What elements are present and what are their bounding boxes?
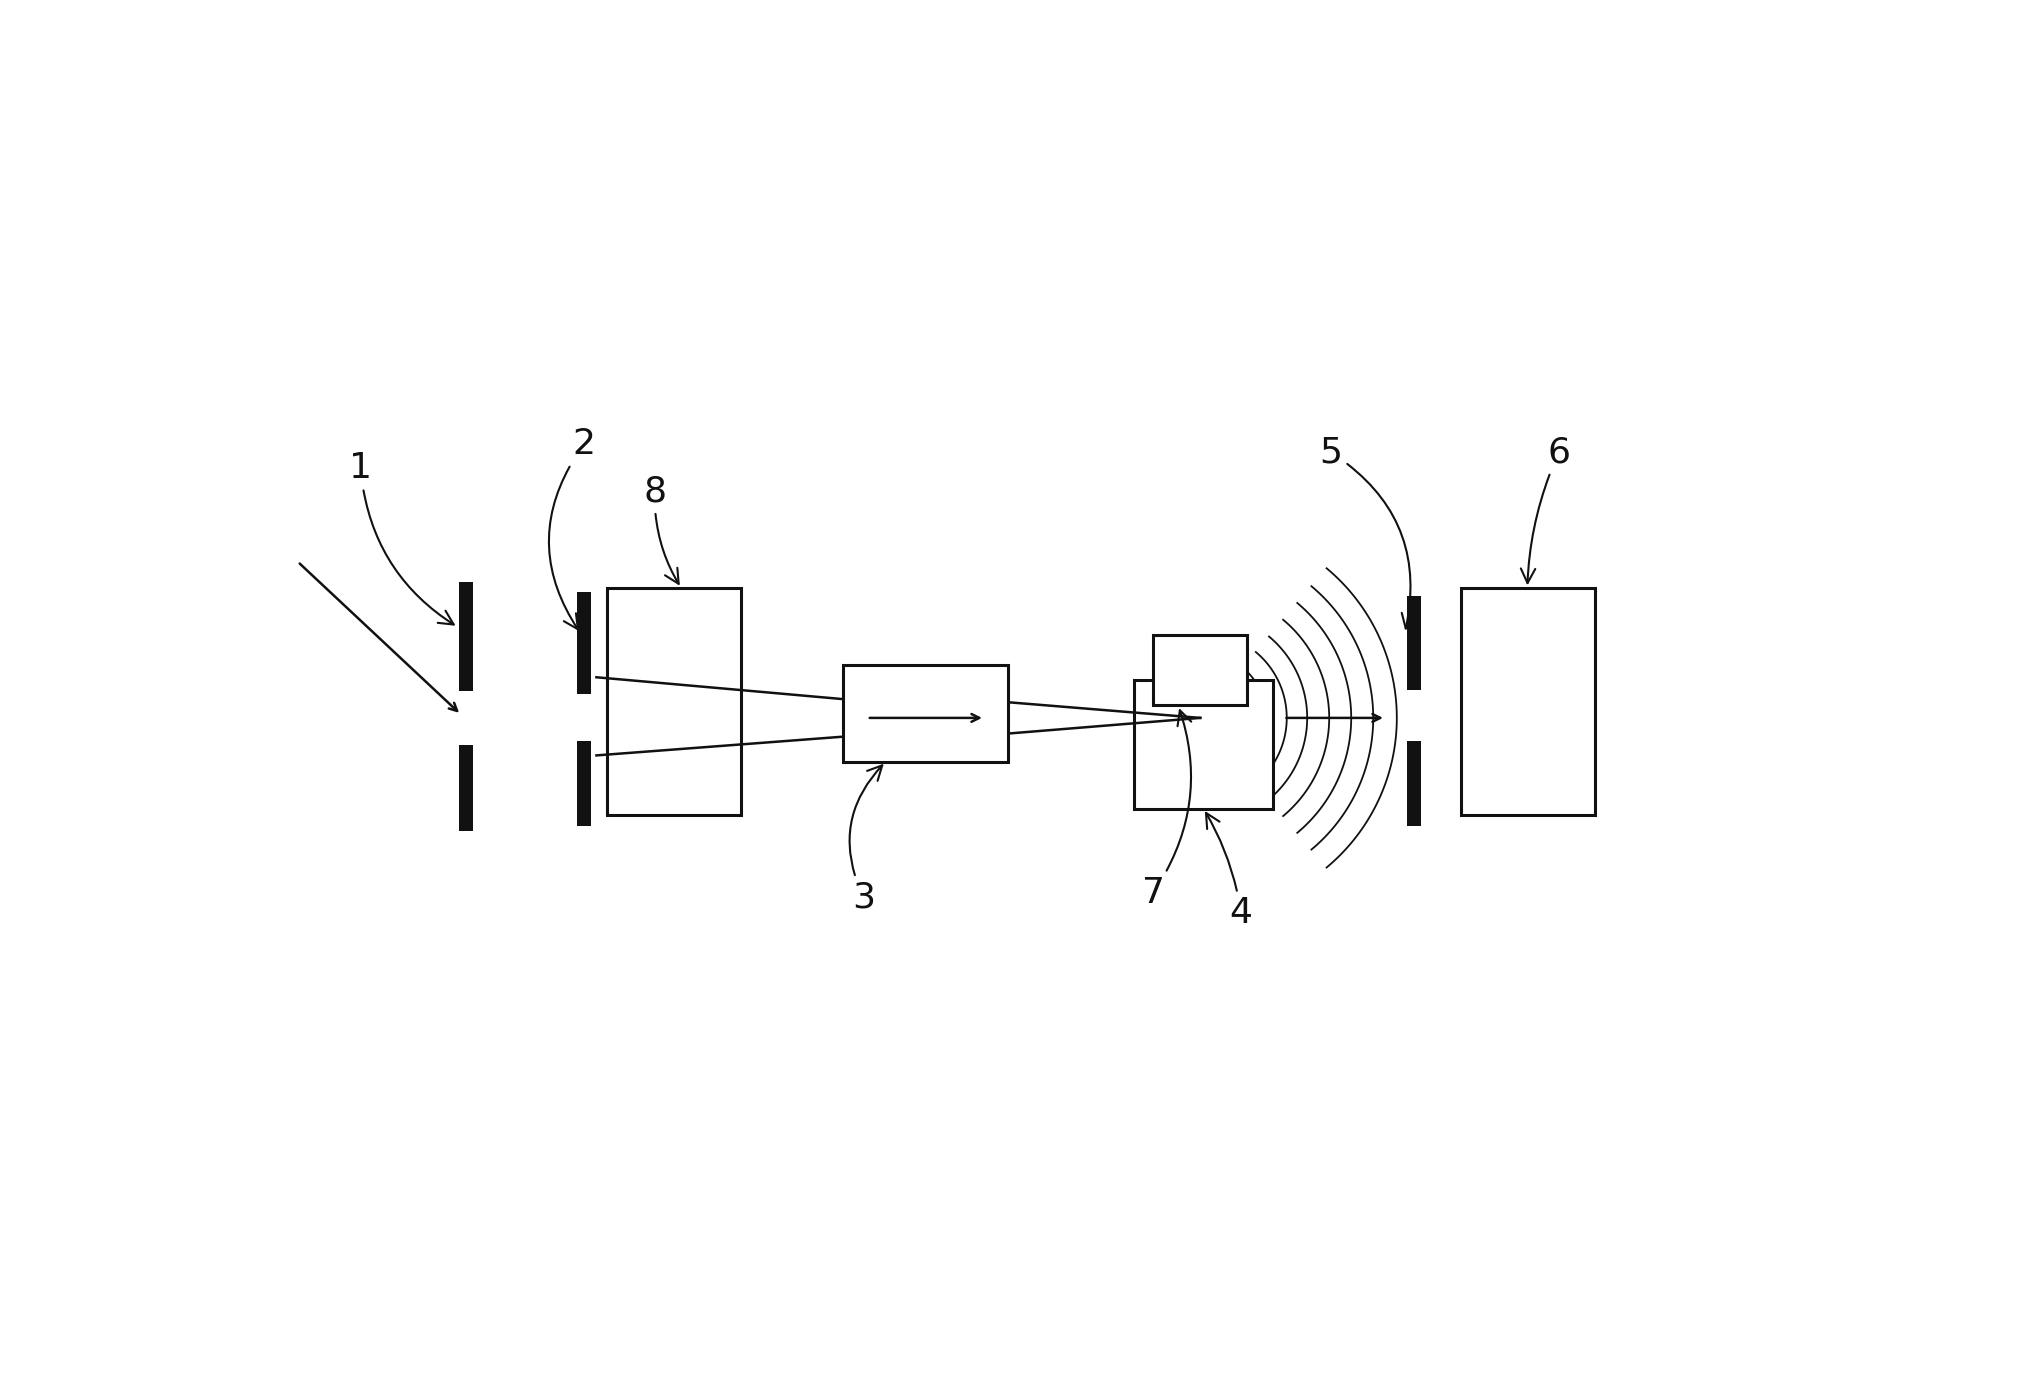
Bar: [607, 588, 741, 815]
Bar: [1461, 588, 1595, 815]
Text: 5: 5: [1319, 435, 1416, 628]
Text: 7: 7: [1142, 710, 1191, 909]
Bar: [459, 582, 473, 692]
Text: 1: 1: [349, 450, 454, 625]
Text: 3: 3: [850, 765, 883, 915]
Bar: [576, 740, 590, 826]
Bar: [1406, 596, 1420, 690]
Bar: [1134, 681, 1272, 808]
Bar: [1406, 740, 1420, 826]
Text: 8: 8: [643, 474, 678, 584]
Text: 2: 2: [550, 427, 594, 629]
Bar: [576, 592, 590, 693]
Bar: [459, 746, 473, 832]
Bar: [1152, 635, 1248, 705]
Bar: [844, 665, 1008, 762]
Text: 4: 4: [1205, 814, 1252, 930]
Text: 6: 6: [1522, 435, 1570, 584]
